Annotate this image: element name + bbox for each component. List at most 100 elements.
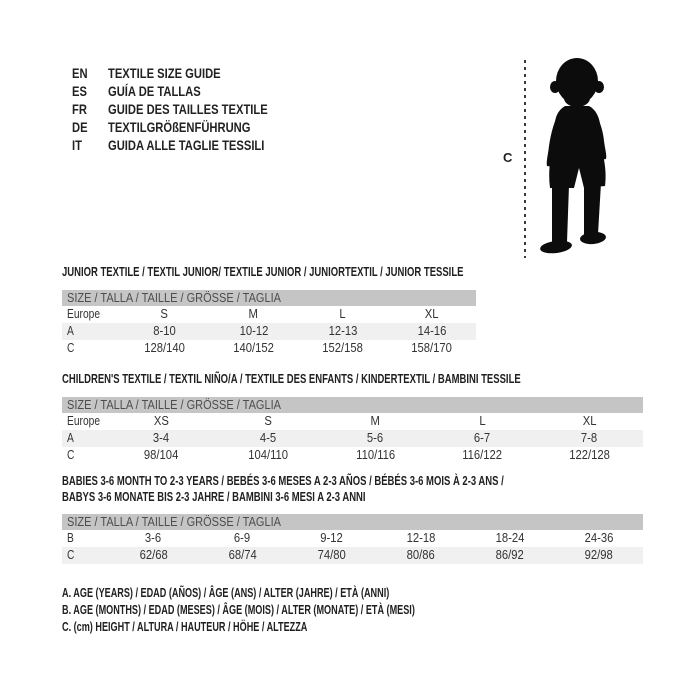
size-cell-text: S <box>160 307 169 321</box>
size-cell-text: 5-6 <box>367 431 384 445</box>
size-cell-text: XL <box>582 414 597 428</box>
legend-text: C. (cm) HEIGHT / ALTURA / HAUTEUR / HÖHE… <box>62 619 308 634</box>
row-label-text: C <box>67 548 75 562</box>
size-cell: 158/170 <box>387 340 476 357</box>
height-dashed-line <box>524 60 526 258</box>
size-cell: 5-6 <box>322 430 429 447</box>
section-title-text: BABIES 3-6 MONTH TO 2-3 YEARS / BEBÉS 3-… <box>62 473 504 488</box>
size-header-text: SIZE / TALLA / TAILLE / GRÖSSE / TAGLIA <box>67 398 281 412</box>
section-title: CHILDREN'S TEXTILE / TEXTIL NIÑO/A / TEX… <box>62 371 643 387</box>
table-row: B 3-6 6-9 9-12 12-18 18-24 24-36 <box>62 530 643 547</box>
size-cell-text: 8-10 <box>153 324 176 338</box>
row-label-text: A <box>67 431 74 445</box>
size-cell-text: 3-4 <box>153 431 170 445</box>
legend-text: A. AGE (YEARS) / EDAD (AÑOS) / ÂGE (ANS)… <box>62 585 390 600</box>
size-cell: XS <box>108 413 215 430</box>
row-label-text: C <box>67 341 75 355</box>
size-cell: 122/128 <box>536 447 643 464</box>
row-label: C <box>62 547 109 564</box>
size-cell-text: M <box>370 414 381 428</box>
size-cell-text: S <box>264 414 273 428</box>
table-row: Europe XS S M L XL <box>62 413 643 430</box>
row-label: A <box>62 430 108 447</box>
size-cell: 80/86 <box>376 547 465 564</box>
row-label-text: B <box>67 531 74 545</box>
size-cell: 14-16 <box>387 323 476 340</box>
row-label: Europe <box>62 306 120 323</box>
size-cell-text: 110/116 <box>355 448 396 462</box>
size-cell: 98/104 <box>108 447 215 464</box>
size-header-text: SIZE / TALLA / TAILLE / GRÖSSE / TAGLIA <box>67 515 281 529</box>
size-cell: 12-18 <box>376 530 465 547</box>
section-title-line: JUNIOR TEXTILE / TEXTIL JUNIOR/ TEXTILE … <box>62 264 476 280</box>
size-cell: XL <box>387 306 476 323</box>
size-cell-text: 104/110 <box>248 448 289 462</box>
language-row: ES GUÍA DE TALLAS <box>72 82 308 100</box>
size-cell-text: 7-8 <box>581 431 598 445</box>
baby-silhouette-icon <box>540 58 607 254</box>
size-table-body: Europe XS S M L XL A 3-4 4-5 5-6 6-7 7-8 C 98/104 104/… <box>62 413 643 464</box>
size-cell: 9-12 <box>287 530 376 547</box>
size-cell-text: 14-16 <box>417 324 446 338</box>
size-cell: L <box>429 413 536 430</box>
size-cell: 104/110 <box>215 447 322 464</box>
size-cell-text: 152/158 <box>322 341 363 355</box>
size-table-body: Europe S M L XL A 8-10 10-12 12-13 14-16 C 128/140 1… <box>62 306 476 357</box>
size-cell-text: 12-18 <box>406 531 435 545</box>
language-row: DE TEXTILGRÖßENFÜHRUNG <box>72 118 308 136</box>
size-cell-text: XS <box>153 414 170 428</box>
section-title-line: CHILDREN'S TEXTILE / TEXTIL NIÑO/A / TEX… <box>62 371 643 387</box>
language-list: EN TEXTILE SIZE GUIDE ES GUÍA DE TALLAS FR GU… <box>72 64 308 154</box>
language-label: TEXTILE SIZE GUIDE <box>108 65 221 81</box>
size-cell-text: 86/92 <box>495 548 524 562</box>
size-cell-text: 74/80 <box>317 548 346 562</box>
size-cell-text: 80/86 <box>406 548 435 562</box>
size-cell: 68/74 <box>198 547 287 564</box>
section-title: BABIES 3-6 MONTH TO 2-3 YEARS / BEBÉS 3-… <box>62 473 643 505</box>
language-label: GUIDA ALLE TAGLIE TESSILI <box>108 137 265 153</box>
size-cell: 12-13 <box>298 323 387 340</box>
size-cell: L <box>298 306 387 323</box>
section-title-text: BABYS 3-6 MONATE BIS 2-3 JAHRE / BAMBINI… <box>62 489 366 504</box>
legend-text: B. AGE (MONTHS) / EDAD (MESES) / ÂGE (MO… <box>62 602 415 617</box>
size-cell-text: L <box>479 414 486 428</box>
size-cell: 3-4 <box>108 430 215 447</box>
size-table-body: B 3-6 6-9 9-12 12-18 18-24 24-36 C 62/68 68/74 74/… <box>62 530 643 564</box>
size-cell: 3-6 <box>109 530 198 547</box>
table-row: C 62/68 68/74 74/80 80/86 86/92 92/98 <box>62 547 643 564</box>
size-cell: 110/116 <box>322 447 429 464</box>
row-label: C <box>62 447 108 464</box>
size-cell: 10-12 <box>209 323 298 340</box>
size-cell: S <box>120 306 209 323</box>
size-table: SIZE / TALLA / TAILLE / GRÖSSE / TAGLIA … <box>62 290 476 357</box>
size-section-babies: BABIES 3-6 MONTH TO 2-3 YEARS / BEBÉS 3-… <box>62 473 643 564</box>
size-cell-text: 92/98 <box>584 548 613 562</box>
size-cell-text: 4-5 <box>260 431 277 445</box>
size-cell: 6-9 <box>198 530 287 547</box>
row-label-text: Europe <box>67 414 101 428</box>
size-cell-text: M <box>248 307 259 321</box>
table-row: Europe S M L XL <box>62 306 476 323</box>
table-row: A 3-4 4-5 5-6 6-7 7-8 <box>62 430 643 447</box>
size-cell: 74/80 <box>287 547 376 564</box>
language-label: TEXTILGRÖßENFÜHRUNG <box>108 119 251 135</box>
size-cell-text: 3-6 <box>145 531 162 545</box>
language-code: ES <box>72 83 87 99</box>
size-cell: 152/158 <box>298 340 387 357</box>
legend-line: C. (cm) HEIGHT / ALTURA / HAUTEUR / HÖHE… <box>62 618 566 635</box>
row-label: C <box>62 340 120 357</box>
row-label-text: A <box>67 324 74 338</box>
legend: A. AGE (YEARS) / EDAD (AÑOS) / ÂGE (ANS)… <box>62 584 566 635</box>
size-cell-text: 12-13 <box>328 324 357 338</box>
legend-line: B. AGE (MONTHS) / EDAD (MESES) / ÂGE (MO… <box>62 601 566 618</box>
size-cell: S <box>215 413 322 430</box>
size-cell-text: 10-12 <box>239 324 268 338</box>
size-cell-text: L <box>339 307 346 321</box>
language-row: EN TEXTILE SIZE GUIDE <box>72 64 308 82</box>
row-label-text: C <box>67 448 75 462</box>
size-cell-text: 6-7 <box>474 431 491 445</box>
size-header-bar: SIZE / TALLA / TAILLE / GRÖSSE / TAGLIA <box>62 514 643 530</box>
size-cell-text: 62/68 <box>139 548 168 562</box>
size-cell: 8-10 <box>120 323 209 340</box>
